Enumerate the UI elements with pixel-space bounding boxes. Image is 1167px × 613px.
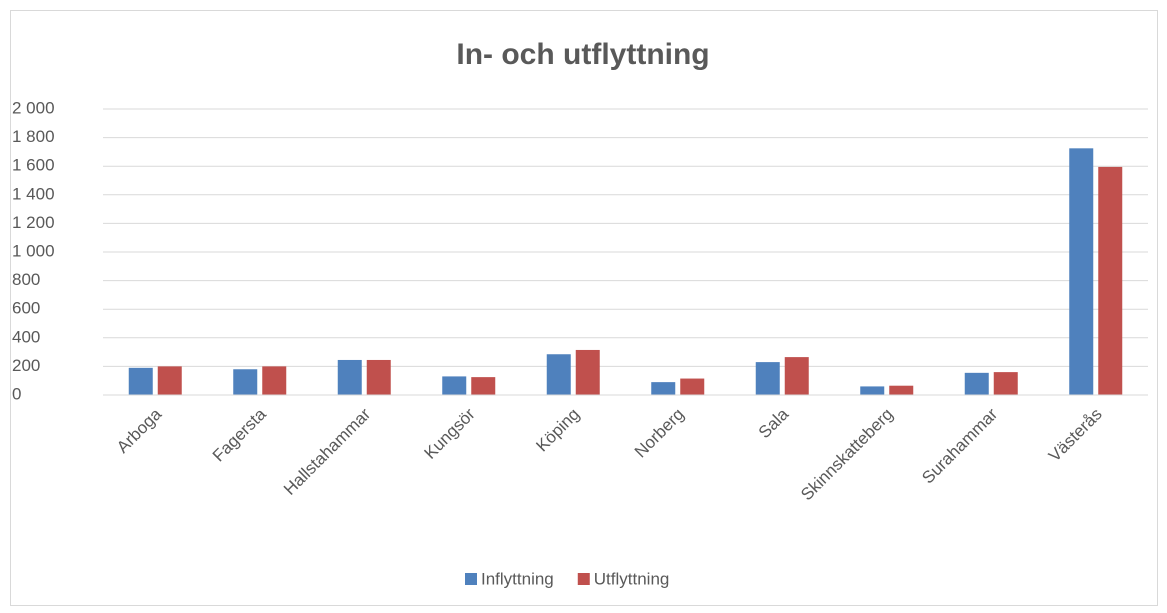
bar — [366, 359, 391, 395]
bar — [262, 366, 287, 395]
chart-border — [10, 10, 1158, 606]
y-tick-label: 1 800 — [12, 127, 55, 146]
bar — [755, 362, 780, 395]
y-tick-label: 1 200 — [12, 213, 55, 232]
y-tick-label: 1 400 — [12, 184, 55, 203]
bar — [575, 349, 600, 395]
bar — [233, 369, 258, 395]
y-tick-label: 200 — [12, 356, 40, 375]
bar — [471, 377, 496, 395]
bar — [784, 357, 809, 395]
y-tick-label: 400 — [12, 327, 40, 346]
y-tick-label: 2 000 — [12, 98, 55, 117]
y-tick-label: 600 — [12, 299, 40, 318]
legend-swatch — [465, 573, 477, 585]
legend-swatch — [577, 573, 590, 585]
bar — [964, 372, 989, 395]
bar — [889, 385, 914, 395]
bar — [128, 367, 153, 395]
bar — [1069, 148, 1094, 395]
legend-label: Utflyttning — [594, 569, 670, 588]
y-tick-label: 800 — [12, 270, 40, 289]
bar — [546, 354, 571, 395]
y-tick-label: 1 600 — [12, 156, 55, 175]
bar — [860, 386, 885, 395]
bar — [993, 372, 1018, 395]
chart-title: In- och utflyttning — [456, 38, 709, 71]
bar — [157, 366, 182, 395]
bar — [651, 382, 676, 395]
bar — [442, 376, 467, 395]
bar — [337, 359, 362, 395]
y-tick-label: 1 000 — [12, 241, 55, 260]
legend-label: Inflyttning — [481, 569, 554, 588]
y-tick-label: 0 — [12, 384, 21, 403]
bar — [1098, 166, 1123, 395]
bar — [680, 378, 705, 395]
